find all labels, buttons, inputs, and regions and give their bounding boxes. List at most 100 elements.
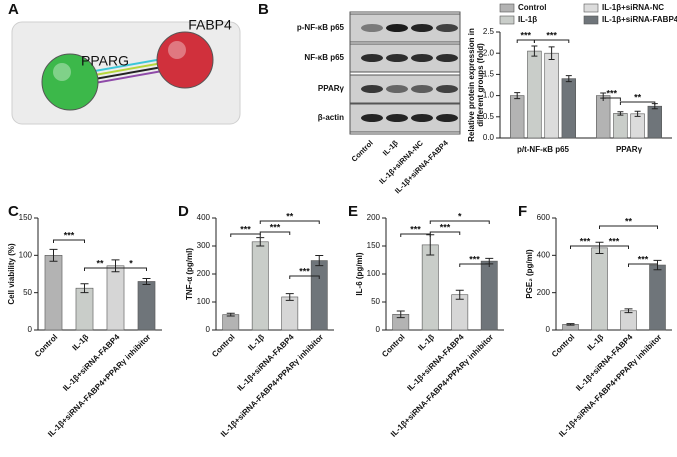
y-tick-label: 0.0 [483, 133, 495, 142]
blot-band [436, 24, 458, 32]
y-tick-label: 150 [367, 241, 381, 250]
significance-label: *** [607, 88, 618, 98]
blot-band [411, 114, 433, 122]
significance-label: *** [609, 236, 620, 246]
bar [510, 95, 525, 139]
error-bar [634, 110, 641, 117]
bar [310, 260, 328, 331]
significance-label: * [458, 211, 462, 221]
y-axis-title: Relative protein expression in [467, 28, 476, 142]
bar [137, 281, 156, 331]
significance-label: *** [410, 224, 421, 234]
y-tick-label: 300 [197, 241, 211, 250]
blot-band [386, 85, 408, 93]
legend-swatch [583, 3, 599, 13]
significance-bracket [599, 225, 658, 229]
legend-label: Control [518, 3, 546, 12]
y-tick-label: 600 [537, 213, 551, 222]
network-node [41, 53, 99, 111]
significance-bracket [533, 39, 570, 43]
significance-bracket [429, 220, 490, 224]
panel-label: D [178, 203, 189, 220]
significance-bracket [459, 263, 490, 267]
error-bar [531, 45, 538, 57]
error-bar [80, 283, 89, 294]
y-tick-label: 50 [371, 297, 380, 306]
x-tick-label: IL-1β+siRNA-FABP4 [574, 332, 635, 393]
y-tick-label: 400 [537, 250, 551, 259]
significance-label: *** [521, 30, 532, 40]
blot-band [361, 85, 383, 93]
bar [451, 294, 469, 331]
significance-label: *** [270, 222, 281, 232]
significance-label: ** [286, 211, 294, 221]
significance-label: *** [440, 222, 451, 232]
significance-bracket [115, 267, 147, 271]
y-tick-label: 100 [367, 269, 381, 278]
blot-row-label: PPARγ [318, 84, 345, 93]
node-highlight [168, 41, 186, 59]
y-tick-label: 2.0 [483, 48, 495, 57]
y-axis-title: different groups (fold) [476, 43, 485, 127]
error-bar [256, 237, 265, 247]
x-tick-label: PPARγ [616, 145, 643, 154]
bar [106, 265, 125, 331]
blot-band [436, 85, 458, 93]
bar [630, 113, 645, 139]
bar [544, 52, 559, 139]
blot-band [411, 54, 433, 62]
blot-lane-label: Control [350, 138, 375, 163]
significance-bracket [619, 101, 656, 105]
error-bar [285, 293, 294, 301]
error-bar [548, 46, 555, 61]
blot-lane-label: IL-1β+siRNA-NC [377, 138, 425, 186]
y-tick-label: 1.5 [483, 70, 495, 79]
y-axis-title: Cell viability (%) [7, 243, 16, 305]
error-bar [617, 111, 624, 116]
panel-label: A [8, 1, 19, 18]
blot-row-label: NF-κB p65 [304, 53, 344, 62]
error-bar [396, 310, 405, 319]
blot-band [386, 24, 408, 32]
network-node [156, 31, 214, 89]
significance-label: *** [240, 224, 251, 234]
x-tick-label: IL-1β+siRNA-FABP4 [235, 332, 296, 393]
significance-bracket [599, 245, 629, 249]
error-bar [226, 312, 235, 317]
bar [251, 241, 269, 331]
blot-row-label: β-actin [318, 113, 344, 122]
blot-band [361, 54, 383, 62]
x-tick-label: IL-1β+siRNA-FABP4 [61, 332, 122, 393]
y-tick-label: 100 [19, 250, 33, 259]
bar [647, 105, 662, 139]
legend-swatch [583, 15, 599, 25]
y-axis-title: TNF-α (pg/ml) [185, 248, 194, 300]
y-tick-label: 0 [206, 325, 211, 334]
blot-band [361, 114, 383, 122]
x-tick-label: IL-1β+siRNA-FABP4+PPARγ inhibitor [557, 333, 663, 439]
y-tick-label: 50 [23, 288, 32, 297]
bar [421, 244, 439, 331]
y-axis-title: PGE₂ (pg/ml) [525, 249, 534, 299]
blot-band [386, 114, 408, 122]
significance-label: *** [299, 266, 310, 276]
bar [561, 78, 576, 139]
x-tick-label: Control [380, 333, 406, 359]
blot-band [411, 24, 433, 32]
significance-label: * [129, 258, 133, 268]
significance-bracket [400, 233, 431, 237]
node-label: FABP4 [188, 17, 232, 33]
x-tick-label: Control [550, 333, 576, 359]
node-label: PPARG [81, 53, 129, 69]
y-tick-label: 150 [19, 213, 33, 222]
legend-label: IL-1β [518, 15, 537, 24]
panel-label: C [8, 203, 19, 220]
blot-band [361, 24, 383, 32]
x-tick-label: IL-1β [71, 332, 91, 352]
y-axis-title: IL-6 (pg/ml) [355, 252, 364, 295]
legend-swatch [499, 15, 515, 25]
blot-row-label: p-NF-κB p65 [297, 23, 345, 32]
panel-label: F [518, 203, 527, 220]
significance-label: *** [469, 254, 480, 264]
